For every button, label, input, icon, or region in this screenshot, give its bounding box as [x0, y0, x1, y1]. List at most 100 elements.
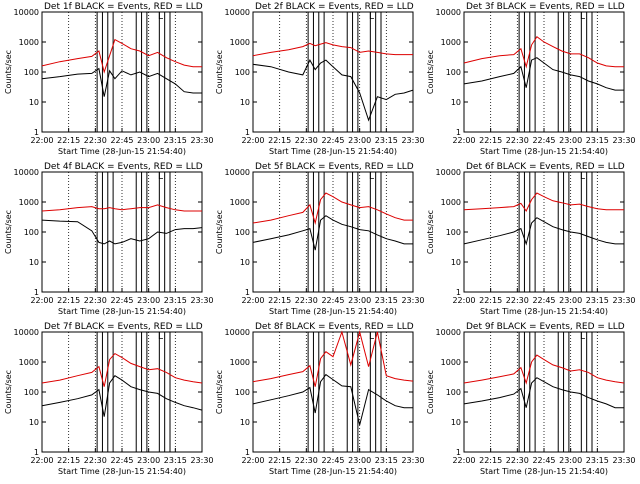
x-tick-label: 22:00	[452, 136, 475, 145]
x-axis-label: Start Time (28-Jun-15 21:54:40)	[269, 307, 397, 316]
y-axis-label: Counts/sec	[4, 50, 13, 94]
y-tick-label: 100	[446, 228, 461, 237]
y-tick-label: 10	[451, 98, 461, 107]
x-tick-label: 23:30	[190, 296, 213, 305]
x-tick-label: 22:15	[57, 456, 80, 465]
y-tick-label: 1	[34, 288, 39, 297]
x-tick-label: 22:30	[506, 456, 529, 465]
x-tick-label: 22:45	[321, 136, 344, 145]
x-tick-label: 22:45	[532, 456, 555, 465]
x-tick-label: 23:00	[137, 296, 160, 305]
x-tick-label: 23:30	[190, 456, 213, 465]
y-tick-label: 100	[446, 68, 461, 77]
series-line-lld	[463, 35, 624, 69]
series-line-lld	[41, 204, 202, 212]
x-tick-label: 23:30	[612, 136, 635, 145]
x-tick-label: 22:45	[321, 296, 344, 305]
x-tick-label: 22:45	[532, 296, 555, 305]
y-axis-label: Counts/sec	[426, 210, 435, 254]
y-tick-label: 10000	[14, 328, 39, 337]
legend-mark: L	[580, 332, 585, 342]
y-tick-label: 1000	[19, 358, 39, 367]
y-tick-label: 10000	[225, 8, 250, 17]
x-tick-label: 23:00	[348, 456, 371, 465]
y-tick-label: 1	[456, 288, 461, 297]
y-tick-label: 1000	[441, 358, 461, 367]
x-axis-label: Start Time (28-Jun-15 21:54:40)	[58, 147, 186, 156]
y-tick-label: 100	[24, 388, 39, 397]
x-axis-label: Start Time (28-Jun-15 21:54:40)	[480, 147, 608, 156]
x-tick-label: 23:15	[586, 136, 609, 145]
y-tick-label: 100	[24, 68, 39, 77]
y-tick-label: 10	[240, 418, 250, 427]
y-tick-label: 10000	[436, 8, 461, 17]
legend-mark: L	[158, 12, 163, 22]
x-tick-label: 23:15	[375, 456, 398, 465]
x-tick-label: 22:45	[110, 456, 133, 465]
y-tick-label: 10000	[14, 8, 39, 17]
x-tick-label: 23:15	[586, 456, 609, 465]
x-tick-label: 22:15	[57, 136, 80, 145]
series-line-lld	[41, 352, 203, 387]
series-line-lld	[463, 354, 625, 385]
y-tick-label: 1	[456, 128, 461, 137]
panel-title: Det 4f BLACK = Events, RED = LLD	[44, 162, 203, 172]
x-axis-label: Start Time (28-Jun-15 21:54:40)	[480, 307, 608, 316]
panel-title: Det 1f BLACK = Events, RED = LLD	[44, 2, 203, 12]
y-tick-label: 100	[235, 228, 250, 237]
y-tick-label: 10	[451, 418, 461, 427]
x-tick-label: 22:30	[295, 456, 318, 465]
series-line-events	[41, 67, 202, 97]
x-tick-label: 22:15	[479, 136, 502, 145]
y-tick-label: 1	[456, 448, 461, 457]
y-axis-label: Counts/sec	[215, 370, 224, 414]
series-line-events	[41, 375, 203, 417]
x-tick-label: 22:00	[241, 296, 264, 305]
panel-title: Det 8f BLACK = Events, RED = LLD	[255, 322, 414, 332]
x-tick-label: 23:15	[586, 296, 609, 305]
x-tick-label: 22:15	[268, 456, 291, 465]
y-tick-label: 100	[24, 228, 39, 237]
y-tick-label: 1000	[230, 358, 250, 367]
y-tick-label: 10000	[436, 328, 461, 337]
y-axis-label: Counts/sec	[426, 370, 435, 414]
legend-mark: L	[369, 12, 374, 22]
x-tick-label: 23:00	[348, 136, 371, 145]
x-axis-label: Start Time (28-Jun-15 21:54:40)	[480, 467, 608, 476]
x-tick-label: 22:15	[479, 296, 502, 305]
x-tick-label: 22:00	[241, 456, 264, 465]
y-tick-label: 1000	[441, 198, 461, 207]
x-tick-label: 22:00	[452, 456, 475, 465]
y-axis-label: Counts/sec	[426, 50, 435, 94]
panel-title: Det 6f BLACK = Events, RED = LLD	[466, 162, 625, 172]
y-tick-label: 10000	[436, 168, 461, 177]
x-tick-label: 23:00	[559, 456, 582, 465]
y-tick-label: 1000	[230, 198, 250, 207]
x-axis-label: Start Time (28-Jun-15 21:54:40)	[269, 147, 397, 156]
panel-title: Det 5f BLACK = Events, RED = LLD	[255, 162, 414, 172]
x-tick-label: 23:00	[137, 456, 160, 465]
x-tick-label: 22:15	[57, 296, 80, 305]
series-line-events	[41, 219, 203, 245]
x-tick-label: 22:30	[506, 296, 529, 305]
y-tick-label: 1000	[19, 198, 39, 207]
x-tick-label: 23:30	[401, 296, 424, 305]
x-axis-label: Start Time (28-Jun-15 21:54:40)	[58, 467, 186, 476]
x-tick-label: 23:30	[190, 136, 213, 145]
panel-title: Det 2f BLACK = Events, RED = LLD	[255, 2, 414, 12]
panel-title: Det 3f BLACK = Events, RED = LLD	[466, 2, 625, 12]
x-tick-label: 22:15	[479, 456, 502, 465]
x-tick-label: 22:00	[452, 296, 475, 305]
y-tick-label: 100	[446, 388, 461, 397]
x-tick-label: 22:00	[30, 456, 53, 465]
series-line-events	[252, 215, 413, 251]
x-tick-label: 23:00	[137, 136, 160, 145]
x-tick-label: 23:15	[375, 136, 398, 145]
x-tick-label: 22:45	[532, 136, 555, 145]
y-tick-label: 1	[34, 448, 39, 457]
